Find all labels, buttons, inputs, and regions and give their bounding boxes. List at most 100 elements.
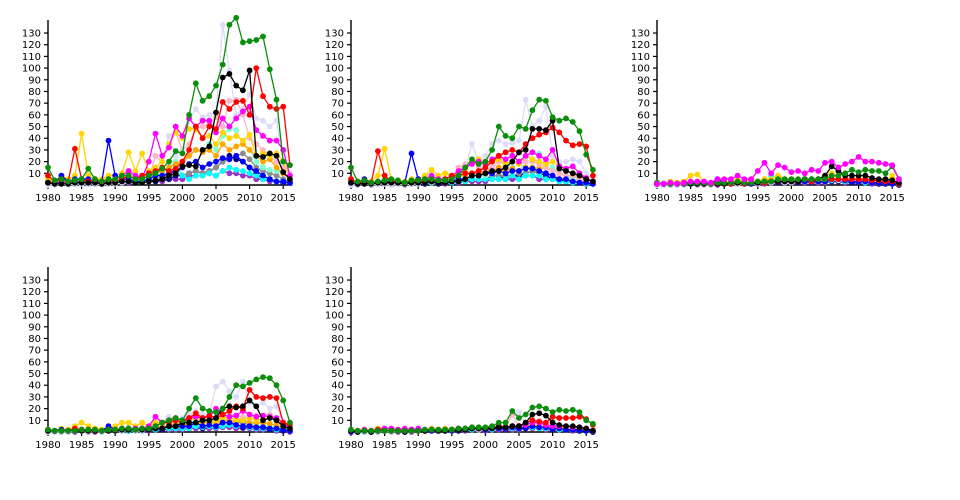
marker-blue — [543, 170, 549, 177]
marker-black — [280, 169, 287, 176]
marker-green — [179, 150, 186, 157]
marker-magenta — [549, 147, 556, 153]
marker-green — [139, 176, 146, 183]
marker-cyan — [199, 172, 206, 179]
marker-black — [152, 177, 159, 184]
marker-green — [361, 427, 368, 434]
marker-black — [58, 180, 65, 187]
marker-magenta — [509, 152, 516, 159]
marker-green — [448, 176, 455, 183]
marker-magenta — [701, 178, 707, 185]
marker-green — [482, 158, 489, 165]
marker-pink — [219, 123, 226, 130]
marker-lavender — [266, 123, 273, 130]
marker-magenta — [741, 176, 748, 183]
marker-green — [92, 426, 98, 433]
marker-black — [563, 168, 569, 174]
x-tick-label: 1990 — [405, 440, 430, 451]
marker-magenta — [721, 176, 728, 183]
marker-red — [509, 147, 516, 153]
marker-lavender — [569, 156, 576, 163]
marker-orange — [273, 164, 280, 171]
marker-black — [516, 423, 522, 430]
marker-red — [226, 106, 233, 112]
marker-gold — [132, 168, 139, 174]
marker-green — [882, 170, 889, 177]
marker-black — [882, 176, 889, 183]
y-tick-label: 80 — [28, 334, 41, 345]
marker-green — [65, 427, 72, 434]
marker-red — [273, 106, 280, 112]
marker-black — [172, 423, 179, 430]
marker-magenta — [240, 108, 246, 115]
marker-green — [576, 128, 583, 135]
marker-red — [233, 99, 240, 105]
marker-green — [78, 176, 85, 183]
x-tick-label: 2010 — [237, 440, 262, 451]
marker-lavender — [482, 152, 489, 159]
marker-gold — [889, 172, 896, 179]
marker-magenta — [681, 179, 687, 186]
marker-blue — [273, 178, 280, 185]
marker-blue — [253, 168, 260, 174]
marker-green — [590, 166, 596, 173]
x-tick-label: 2015 — [270, 193, 295, 204]
marker-green — [822, 176, 828, 183]
marker-magenta — [152, 413, 159, 420]
marker-lavender — [536, 117, 543, 124]
marker-black — [569, 170, 576, 177]
marker-green — [219, 61, 226, 68]
marker-red — [266, 103, 273, 110]
y-tick-label: 110 — [22, 52, 41, 63]
y-tick-label: 50 — [331, 122, 344, 133]
y-tick-label: 60 — [331, 357, 344, 368]
marker-black — [522, 419, 529, 426]
marker-gray — [213, 164, 219, 171]
marker-green — [145, 172, 152, 179]
marker-magenta — [714, 176, 721, 183]
marker-green — [529, 107, 536, 114]
marker-red — [260, 93, 266, 100]
marker-black — [590, 178, 596, 185]
marker-gray — [186, 170, 193, 177]
marker-magenta — [233, 412, 240, 419]
y-tick-label: 100 — [22, 64, 41, 75]
marker-red — [536, 418, 543, 425]
marker-blue — [576, 179, 583, 186]
marker-green — [569, 119, 576, 125]
marker-green — [280, 397, 287, 404]
marker-green — [522, 125, 529, 132]
marker-green — [206, 408, 213, 414]
marker-red — [246, 387, 253, 393]
x-tick-label: 1985 — [69, 440, 94, 451]
marker-gold — [375, 172, 381, 179]
marker-blue — [549, 172, 556, 179]
marker-blue — [206, 422, 213, 428]
y-tick-label: 110 — [325, 299, 344, 310]
marker-blue — [226, 156, 233, 163]
marker-black — [828, 163, 835, 170]
marker-black — [875, 176, 882, 183]
marker-green — [287, 162, 293, 169]
marker-gold — [139, 150, 146, 157]
marker-red — [556, 129, 563, 136]
marker-red — [206, 123, 213, 130]
marker-green — [253, 37, 260, 43]
marker-black — [125, 178, 132, 185]
marker-green — [522, 411, 529, 418]
marker-red — [166, 168, 172, 174]
marker-green — [549, 409, 556, 415]
marker-aquamarine — [266, 166, 273, 173]
marker-gold — [78, 130, 85, 137]
marker-blue — [253, 424, 260, 431]
marker-orange — [192, 147, 199, 153]
marker-blue — [509, 168, 516, 174]
marker-green — [842, 170, 849, 177]
marker-blue — [569, 178, 576, 185]
marker-magenta — [226, 123, 233, 130]
marker-lavender — [226, 388, 233, 394]
x-tick-label: 2000 — [170, 193, 195, 204]
